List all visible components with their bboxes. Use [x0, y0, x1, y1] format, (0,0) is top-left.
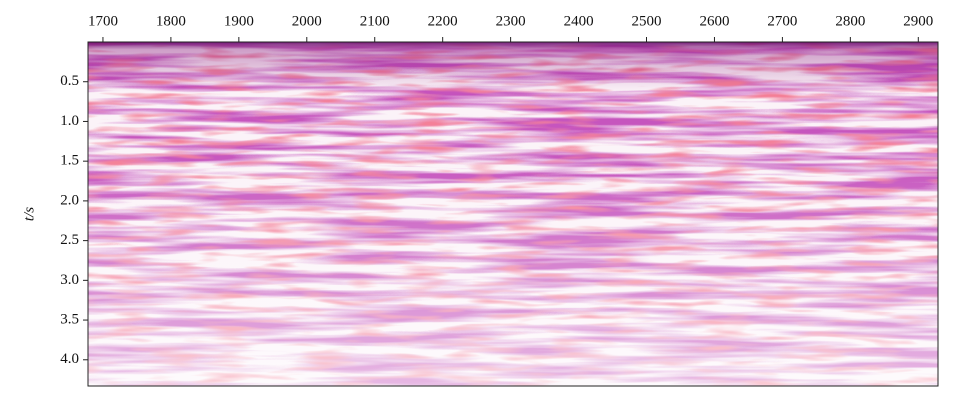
y-tick-label: 2.0 [60, 192, 79, 208]
y-tick-label: 4.0 [60, 351, 79, 367]
y-tick-label: 1.5 [60, 153, 79, 169]
x-tick-label: 2500 [632, 13, 662, 29]
y-tick-label: 0.5 [60, 73, 79, 89]
plot-frame [87, 41, 939, 387]
x-tick-label: 2200 [428, 13, 458, 29]
x-tick-label: 2700 [767, 13, 797, 29]
x-tick-label: 2400 [564, 13, 594, 29]
x-tick-label: 1900 [224, 13, 254, 29]
x-tick-label: 2300 [496, 13, 526, 29]
y-tick-label: 1.0 [60, 113, 79, 129]
x-tick-label: 2600 [699, 13, 729, 29]
x-tick-label: 1800 [156, 13, 186, 29]
y-tick-label: 2.5 [60, 232, 79, 248]
x-tick-label: 2100 [360, 13, 390, 29]
x-tick-label: 2900 [903, 13, 933, 29]
y-tick-label: 3.5 [60, 311, 79, 327]
x-tick-label: 2800 [835, 13, 865, 29]
x-tick-label: 2000 [292, 13, 322, 29]
y-axis-label: t/s [21, 207, 37, 221]
y-tick-label: 3.0 [60, 272, 79, 288]
seismic-image [88, 42, 938, 386]
x-tick-label: 1700 [88, 13, 118, 29]
